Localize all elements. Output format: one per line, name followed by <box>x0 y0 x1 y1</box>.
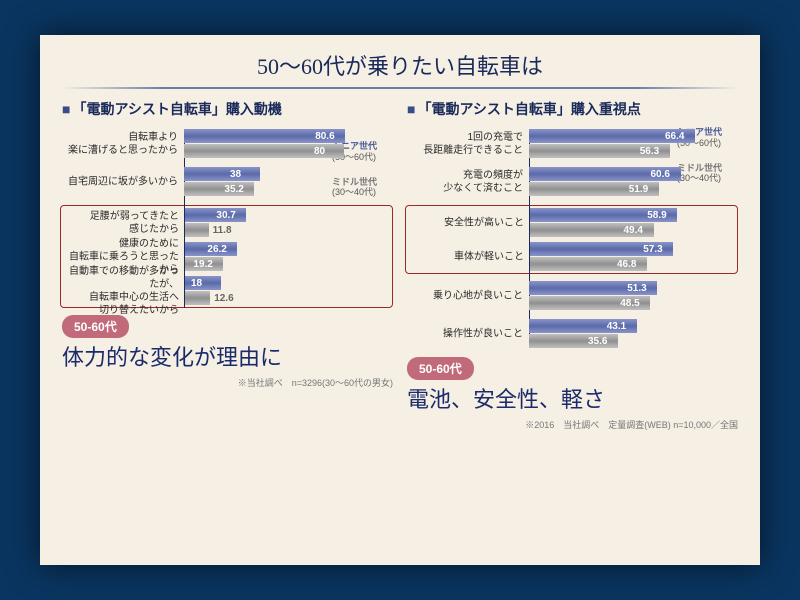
right-item-0-label: 1回の充電で長距離走行できること <box>407 131 529 157</box>
left-item-0-label: 自転車より楽に漕げると思ったから <box>62 131 184 157</box>
bar-value: 38 <box>226 169 245 180</box>
bar-value: 49.4 <box>620 225 647 236</box>
left-item-1-bar-middle: 35.2 <box>184 182 393 196</box>
bar-fill <box>184 167 260 181</box>
right-item-0-bar-middle: 56.3 <box>529 144 738 158</box>
right-item-5-bar-senior: 43.1 <box>529 319 738 333</box>
right-badge: 50-60代 <box>407 357 474 380</box>
slide-title: 50〜60代が乗りたい自転車は <box>62 49 738 81</box>
bar-fill <box>185 223 209 237</box>
bar-value: 35.2 <box>220 184 247 195</box>
left-item-1-label: 自宅周辺に坂が多いから <box>62 175 184 188</box>
left-item-4-label: 自動車での移動が多かったが、自転車中心の生活へ切り替えたいから <box>63 265 185 317</box>
bar-value: 80 <box>310 146 329 157</box>
columns: 「電動アシスト自転車」購入動機 シニア世代(50〜60代) ミドル世代(30〜4… <box>62 99 738 431</box>
bar-value: 60.6 <box>647 169 674 180</box>
right-item-3-label: 車体が軽いこと <box>408 250 530 263</box>
right-item-3-bar-middle: 46.8 <box>530 257 737 271</box>
bar-value: 57.3 <box>639 244 666 255</box>
bar-value: 51.3 <box>623 283 650 294</box>
bar-value: 35.6 <box>584 336 611 347</box>
bar-value: 19.2 <box>189 259 216 270</box>
bar-value: 46.8 <box>613 259 640 270</box>
bar-value: 11.8 <box>209 225 236 236</box>
left-highlight-group: 足腰が弱ってきたと感じたから 30.7 11.8 健康のために自転車に乗ろうと思… <box>60 205 393 308</box>
right-chart-title: 「電動アシスト自転車」購入重視点 <box>407 99 738 119</box>
left-item-0-bar-senior: 80.6 <box>184 129 393 143</box>
right-footnote: ※2016 当社調べ 定量調査(WEB) n=10,000／全国 <box>407 418 738 431</box>
right-column: 「電動アシスト自転車」購入重視点 シニア世代(50〜60代) ミドル世代(30〜… <box>407 99 738 431</box>
right-item-1: 充電の頻度が少なくて済むこと 60.6 51.9 <box>529 167 738 196</box>
right-conclusion: 電池、安全性、軽さ <box>407 382 738 414</box>
right-item-0-bar-senior: 66.4 <box>529 129 738 143</box>
left-item-2-bar-middle: 11.8 <box>185 223 392 237</box>
left-conclusion: 体力的な変化が理由に <box>62 340 393 372</box>
bar-value: 58.9 <box>643 210 670 221</box>
left-item-2-bar-senior: 30.7 <box>185 208 392 222</box>
left-item-4: 自動車での移動が多かったが、自転車中心の生活へ切り替えたいから 18 12.6 <box>185 276 392 305</box>
right-axis <box>529 129 530 348</box>
bar-value: 12.6 <box>210 293 237 304</box>
title-underline <box>62 87 738 89</box>
left-item-1-bar-senior: 38 <box>184 167 393 181</box>
left-item-0-bar-middle: 80 <box>184 144 393 158</box>
bar-value: 18 <box>187 278 206 289</box>
left-item-4-bar-senior: 18 <box>185 276 392 290</box>
right-item-5: 操作性が良いこと 43.1 35.6 <box>529 319 738 348</box>
right-item-2-label: 安全性が高いこと <box>408 216 530 229</box>
left-item-4-bar-middle: 12.6 <box>185 291 392 305</box>
bar-value: 56.3 <box>636 146 663 157</box>
right-item-4: 乗り心地が良いこと 51.3 48.5 <box>529 281 738 310</box>
bar-value: 66.4 <box>661 131 688 142</box>
left-item-3-bar-middle: 19.2 <box>185 257 392 271</box>
left-badge: 50-60代 <box>62 315 129 338</box>
left-column: 「電動アシスト自転車」購入動機 シニア世代(50〜60代) ミドル世代(30〜4… <box>62 99 393 431</box>
bar-fill <box>185 291 210 305</box>
left-chart-title: 「電動アシスト自転車」購入動機 <box>62 99 393 119</box>
left-item-3: 健康のために自転車に乗ろうと思ったから 26.2 19.2 <box>185 242 392 271</box>
right-highlight-group: 安全性が高いこと 58.9 49.4 車体が軽いこと 57.3 <box>405 205 738 274</box>
bar-value: 80.6 <box>311 131 338 142</box>
bar-value: 30.7 <box>212 210 239 221</box>
bar-value: 51.9 <box>625 184 652 195</box>
right-item-2: 安全性が高いこと 58.9 49.4 <box>530 208 737 237</box>
left-item-3-bar-senior: 26.2 <box>185 242 392 256</box>
right-item-4-bar-middle: 48.5 <box>529 296 738 310</box>
left-item-2-label: 足腰が弱ってきたと感じたから <box>63 210 185 236</box>
right-item-5-bar-middle: 35.6 <box>529 334 738 348</box>
right-item-4-bar-senior: 51.3 <box>529 281 738 295</box>
right-item-3: 車体が軽いこと 57.3 46.8 <box>530 242 737 271</box>
slide: 50〜60代が乗りたい自転車は 「電動アシスト自転車」購入動機 シニア世代(50… <box>40 35 760 565</box>
right-item-2-bar-middle: 49.4 <box>530 223 737 237</box>
left-item-2: 足腰が弱ってきたと感じたから 30.7 11.8 <box>185 208 392 237</box>
left-chart: シニア世代(50〜60代) ミドル世代(30〜40代) 自転車より楽に漕げると思… <box>62 129 393 308</box>
bar-value: 26.2 <box>203 244 230 255</box>
right-item-4-label: 乗り心地が良いこと <box>407 289 529 302</box>
right-item-2-bar-senior: 58.9 <box>530 208 737 222</box>
left-bottom: 50-60代 体力的な変化が理由に ※当社調べ n=3296(30〜60代の男女… <box>62 315 393 389</box>
right-item-1-bar-middle: 51.9 <box>529 182 738 196</box>
right-chart: シニア世代(50〜60代) ミドル世代(30〜40代) 1回の充電で長距離走行で… <box>407 129 738 348</box>
right-item-1-bar-senior: 60.6 <box>529 167 738 181</box>
bar-value: 48.5 <box>616 298 643 309</box>
right-item-5-label: 操作性が良いこと <box>407 327 529 340</box>
right-item-3-bar-senior: 57.3 <box>530 242 737 256</box>
bar-value: 43.1 <box>603 321 630 332</box>
left-item-0: 自転車より楽に漕げると思ったから 80.6 80 <box>184 129 393 158</box>
left-footnote: ※当社調べ n=3296(30〜60代の男女) <box>62 376 393 389</box>
right-bottom: 50-60代 電池、安全性、軽さ ※2016 当社調べ 定量調査(WEB) n=… <box>407 357 738 431</box>
right-item-1-label: 充電の頻度が少なくて済むこと <box>407 169 529 195</box>
left-item-1: 自宅周辺に坂が多いから 38 35.2 <box>184 167 393 196</box>
right-item-0: 1回の充電で長距離走行できること 66.4 56.3 <box>529 129 738 158</box>
